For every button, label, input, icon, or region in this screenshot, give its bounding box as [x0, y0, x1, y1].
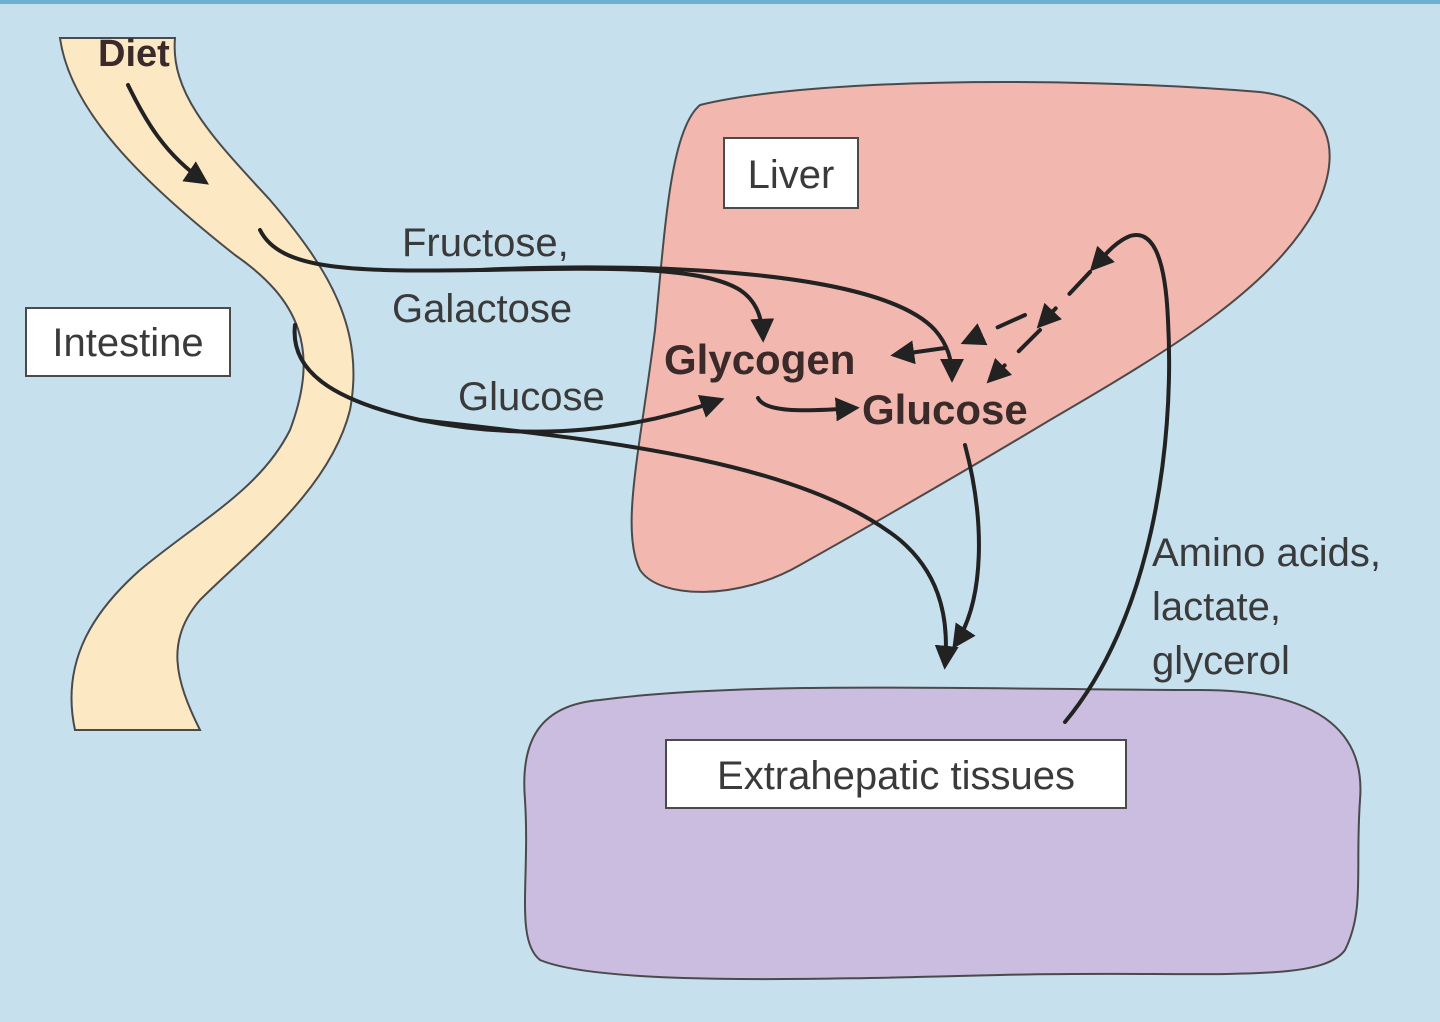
intestine-label: Intestine	[52, 321, 203, 365]
extrahepatic-label: Extrahepatic tissues	[717, 754, 1075, 798]
amino-acids-label-line2: lactate,	[1152, 585, 1281, 629]
glucose-input-label: Glucose	[458, 375, 605, 419]
gng-dashed-arrow-3	[986, 328, 1042, 384]
amino-acids-label-line3: glycerol	[1152, 639, 1290, 683]
liver-label-box	[723, 137, 859, 209]
glycogen-to-glucose-arrow	[756, 396, 860, 422]
diet-label: Diet	[98, 33, 170, 75]
intestine-shape	[58, 37, 355, 731]
glucose-liver-label: Glucose	[862, 386, 1028, 433]
amino-acids-label-line1: Amino acids,	[1152, 531, 1381, 575]
top-border	[0, 0, 1440, 4]
glucose-to-glycogen-arrow	[890, 340, 947, 365]
extrahepatic-shape	[523, 686, 1362, 981]
diet-arrow	[126, 83, 209, 185]
glucose-bypass-arrow	[418, 418, 959, 670]
fructose-to-glucose-arrow	[478, 265, 964, 383]
glycogen-label: Glycogen	[664, 336, 855, 383]
liver-glucose-out-arrow	[952, 443, 981, 649]
liver-label: Liver	[748, 153, 835, 197]
galactose-label: Galactose	[392, 287, 572, 331]
amino-acids-return-arrow	[1063, 233, 1172, 724]
fructose-label: Fructose,	[402, 221, 569, 265]
gng-dashed-arrow-2	[1036, 270, 1092, 329]
gng-dashed-arrow-1	[960, 313, 1027, 346]
extrahepatic-label-box	[665, 739, 1127, 809]
intestine-label-box	[25, 307, 231, 377]
fructose-to-glycogen-arrow	[738, 288, 775, 343]
